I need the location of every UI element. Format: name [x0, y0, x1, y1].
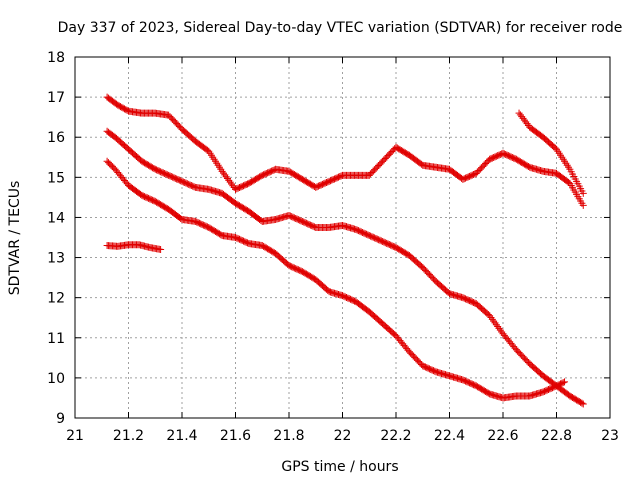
data-point-marker	[490, 317, 498, 325]
y-tick-label: 15	[47, 170, 65, 186]
data-point-marker	[218, 167, 226, 175]
y-tick-label: 9	[56, 411, 65, 427]
data-point-marker	[486, 312, 494, 320]
x-tick-label: 22	[334, 428, 352, 444]
data-point-marker	[522, 118, 530, 126]
data-point-marker	[578, 399, 586, 407]
series-trace-a	[103, 93, 587, 209]
data-point-marker	[227, 180, 235, 188]
data-point-marker	[520, 116, 528, 124]
data-point-marker	[579, 189, 587, 197]
chart-title: Day 337 of 2023, Sidereal Day-to-day VTE…	[58, 20, 623, 36]
data-point-marker	[496, 326, 504, 334]
data-point-marker	[487, 314, 495, 322]
y-tick-label: 11	[47, 331, 65, 347]
y-tick-label: 12	[47, 291, 65, 307]
data-point-marker	[494, 323, 502, 331]
data-point-marker	[515, 109, 523, 117]
x-tick-label: 21.6	[220, 428, 251, 444]
data-point-marker	[495, 324, 503, 332]
x-tick-label: 21.8	[273, 428, 304, 444]
y-tick-label: 18	[47, 50, 65, 66]
y-axis-label: SDTVAR / TECUs	[7, 181, 23, 296]
x-tick-label: 21.2	[113, 428, 144, 444]
data-point-marker	[519, 114, 527, 122]
x-tick-label: 23	[601, 428, 619, 444]
y-tick-label: 13	[47, 251, 65, 267]
data-point-marker	[225, 176, 233, 184]
data-point-marker	[226, 178, 234, 186]
plot-series	[103, 93, 587, 408]
y-tick-label: 16	[47, 130, 65, 146]
data-point-marker	[492, 321, 500, 329]
data-point-marker	[229, 182, 237, 190]
x-tick-label: 21.4	[166, 428, 197, 444]
series-trace-e	[515, 109, 587, 197]
axis-ticks: 21 21.2 21.4 21.6 21.8 22 22.2 22.4 22.6 22.8 23 9 1…	[47, 50, 619, 444]
grid	[75, 57, 610, 418]
data-point-marker	[222, 173, 230, 181]
data-point-marker	[491, 319, 499, 327]
series-trace-b	[103, 127, 587, 408]
x-tick-label: 21	[66, 428, 84, 444]
x-tick-label: 22.2	[380, 428, 411, 444]
x-tick-label: 22.6	[487, 428, 518, 444]
y-tick-label: 10	[47, 371, 65, 387]
data-point-marker	[561, 378, 569, 386]
data-point-marker	[579, 400, 587, 408]
y-tick-label: 14	[47, 210, 65, 226]
series-trace-d	[103, 241, 165, 254]
data-point-marker	[157, 246, 165, 254]
x-tick-label: 22.8	[541, 428, 572, 444]
series-trace-c	[103, 157, 569, 402]
data-point-marker	[523, 120, 531, 128]
y-tick-label: 17	[47, 90, 65, 106]
data-point-marker	[219, 169, 227, 177]
data-point-marker	[223, 175, 231, 183]
data-point-marker	[559, 379, 567, 387]
data-point-marker	[579, 201, 587, 209]
data-point-marker	[516, 111, 524, 119]
data-point-marker	[221, 171, 229, 179]
data-point-marker	[518, 113, 526, 121]
data-point-marker	[488, 315, 496, 323]
x-axis-label: GPS time / hours	[281, 459, 398, 475]
x-tick-label: 22.4	[434, 428, 465, 444]
plot-frame	[74, 56, 611, 419]
